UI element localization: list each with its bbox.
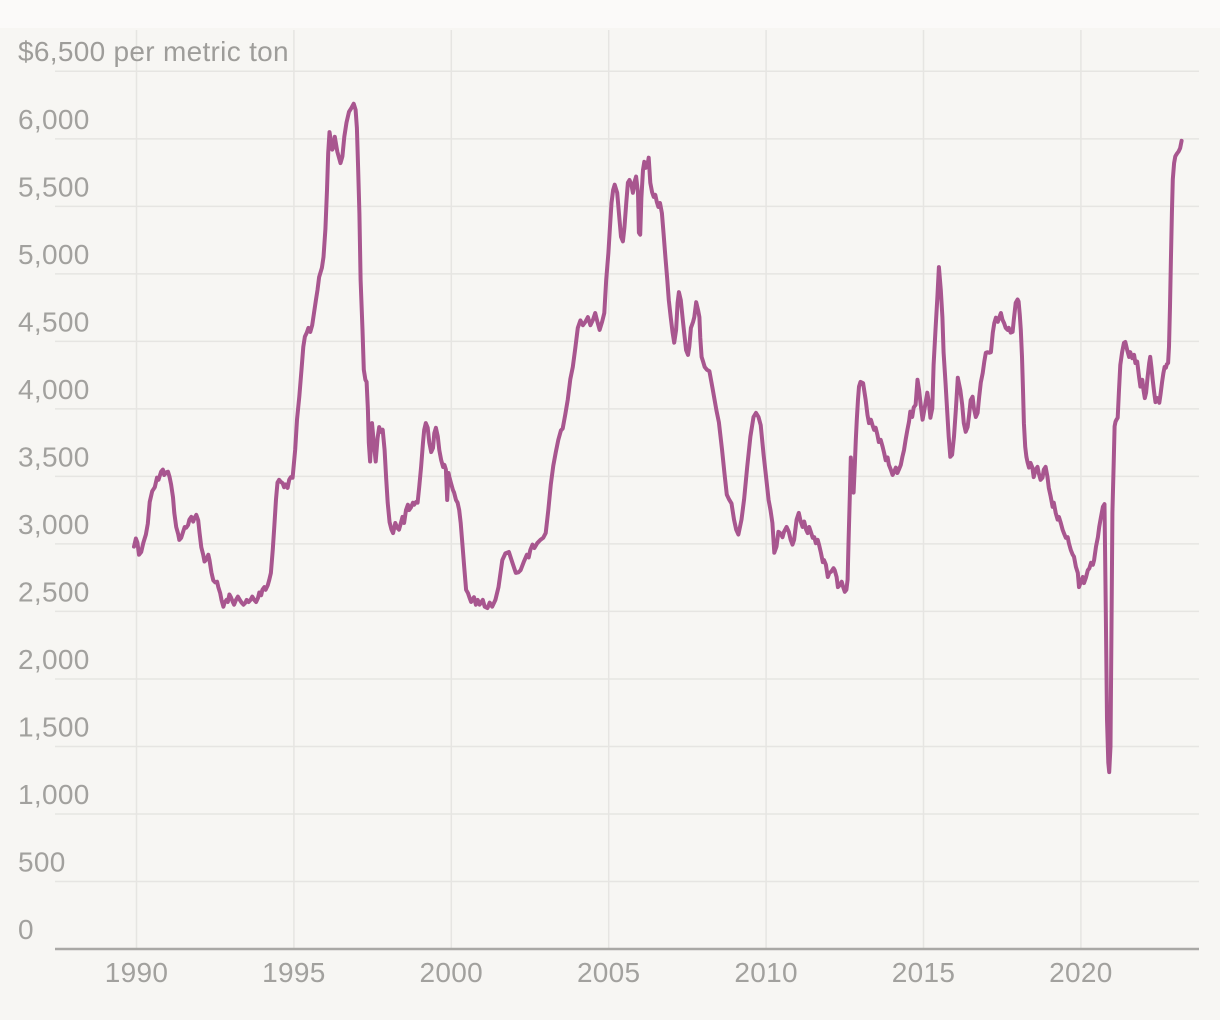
y-tick-label-2500: 2,500 [18, 576, 90, 607]
y-axis-tick-labels: 0 500 1,000 1,500 2,000 2,500 3,000 3,500 4,000 4… [18, 104, 90, 945]
x-tick-label-2020: 2020 [1049, 957, 1113, 988]
y-tick-label-6000: 6,000 [18, 104, 90, 135]
y-tick-label-5500: 5,500 [18, 171, 90, 202]
y-tick-label-5000: 5,000 [18, 239, 90, 270]
y-tick-label-0: 0 [18, 914, 34, 945]
y-tick-label-1000: 1,000 [18, 779, 90, 810]
x-tick-label-2010: 2010 [734, 957, 798, 988]
x-tick-label-1990: 1990 [105, 957, 169, 988]
y-tick-label-4500: 4,500 [18, 306, 90, 337]
x-tick-label-2015: 2015 [892, 957, 956, 988]
x-axis-tick-labels: 1990 1995 2000 2005 2010 2015 2020 [105, 957, 1113, 988]
x-tick-label-2005: 2005 [577, 957, 641, 988]
chart-title: $6,500 per metric ton [18, 36, 289, 67]
y-tick-label-1500: 1,500 [18, 711, 90, 742]
x-tick-label-1995: 1995 [262, 957, 326, 988]
y-tick-label-2000: 2,000 [18, 644, 90, 675]
top-strip [0, 0, 1220, 28]
y-tick-label-500: 500 [18, 846, 66, 877]
y-tick-label-4000: 4,000 [18, 374, 90, 405]
x-tick-label-2000: 2000 [420, 957, 484, 988]
y-tick-label-3000: 3,000 [18, 509, 90, 540]
y-tick-label-3500: 3,500 [18, 441, 90, 472]
price-line-series [132, 101, 1184, 775]
horizontal-gridlines [55, 70, 1199, 950]
